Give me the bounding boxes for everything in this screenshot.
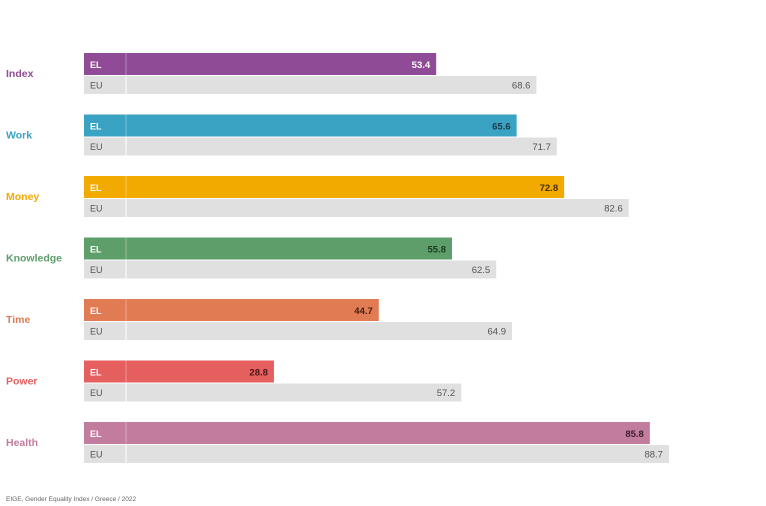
bar-el-value-health: 85.8 <box>625 429 644 440</box>
bar-eu-value-money: 82.6 <box>604 204 623 215</box>
bar-eu-tag-power: EU <box>90 388 103 398</box>
bar-el-value-work: 65.6 <box>492 122 511 133</box>
bar-el-tag-time: EL <box>90 306 102 316</box>
bar-el-index <box>84 53 437 75</box>
bar-eu-tag-time: EU <box>90 327 103 337</box>
source-note: EIGE, Gender Equality Index / Greece / 2… <box>6 496 137 503</box>
bar-el-time <box>84 299 379 321</box>
category-label-knowledge: Knowledge <box>6 253 62 265</box>
bar-eu-index <box>84 76 537 94</box>
bar-eu-power <box>84 383 462 402</box>
category-label-power: Power <box>6 376 38 388</box>
category-label-work: Work <box>6 130 32 142</box>
bar-el-health <box>84 422 650 444</box>
bar-el-knowledge <box>84 237 453 260</box>
bar-eu-tag-money: EU <box>90 204 103 214</box>
bar-el-tag-power: EL <box>90 368 102 378</box>
bar-eu-health <box>84 445 669 463</box>
bar-el-value-knowledge: 55.8 <box>428 245 447 256</box>
bar-eu-work <box>84 137 557 156</box>
bar-eu-tag-knowledge: EU <box>90 265 103 275</box>
bar-el-value-index: 53.4 <box>412 60 431 71</box>
bar-eu-tag-health: EU <box>90 450 103 460</box>
bar-el-power <box>84 360 274 383</box>
bar-el-value-time: 44.7 <box>354 306 373 317</box>
bar-el-money <box>84 176 565 198</box>
bar-eu-value-knowledge: 62.5 <box>472 265 491 276</box>
category-label-health: Health <box>6 437 38 449</box>
bar-eu-value-work: 71.7 <box>532 142 551 153</box>
bar-eu-tag-index: EU <box>90 81 103 91</box>
category-label-money: Money <box>6 191 39 203</box>
category-label-time: Time <box>6 314 30 326</box>
bar-el-work <box>84 114 517 137</box>
bar-eu-value-health: 88.7 <box>644 450 663 461</box>
bar-el-tag-work: EL <box>90 122 102 132</box>
bar-el-tag-money: EL <box>90 183 102 193</box>
bar-el-tag-health: EL <box>90 429 102 439</box>
bar-eu-time <box>84 322 513 340</box>
bar-el-tag-knowledge: EL <box>90 245 102 255</box>
category-label-index: Index <box>6 68 34 80</box>
bar-el-value-power: 28.8 <box>249 368 268 379</box>
bar-eu-money <box>84 199 629 217</box>
bar-eu-knowledge <box>84 260 497 279</box>
bar-eu-value-time: 64.9 <box>488 327 507 338</box>
bar-eu-value-index: 68.6 <box>512 81 531 92</box>
bar-eu-value-power: 57.2 <box>437 388 456 399</box>
bar-el-value-money: 72.8 <box>540 183 559 194</box>
bar-eu-tag-work: EU <box>90 142 103 152</box>
bar-el-tag-index: EL <box>90 60 102 70</box>
